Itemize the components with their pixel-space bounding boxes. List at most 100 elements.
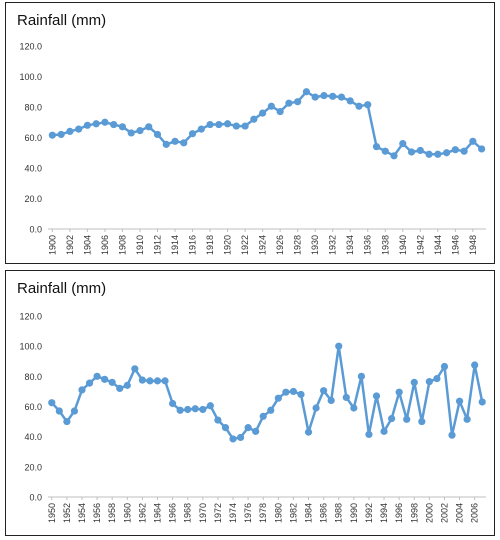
data-point (171, 137, 179, 145)
x-tick-label: 2000 (424, 503, 434, 523)
y-tick-label: 80.0 (24, 372, 42, 382)
x-tick-label: 1944 (433, 235, 443, 255)
x-tick-label: 1918 (205, 235, 215, 255)
data-point (455, 397, 464, 405)
data-point (403, 415, 411, 423)
data-point (199, 405, 207, 414)
data-point (407, 148, 416, 156)
data-point (425, 150, 433, 158)
x-tick-label: 1978 (258, 503, 268, 523)
data-point (206, 120, 214, 129)
data-point (372, 392, 381, 400)
y-tick-label: 120.0 (19, 42, 42, 52)
x-tick-label: 1930 (310, 235, 320, 255)
x-tick-label: 1922 (240, 235, 250, 255)
x-tick-label: 1996 (394, 503, 404, 523)
y-tick-label: 60.0 (24, 402, 42, 412)
y-tick-label: 60.0 (24, 133, 42, 143)
x-tick-label: 1984 (304, 503, 314, 523)
data-point (252, 427, 260, 435)
data-point (118, 123, 127, 131)
chart-2-svg: 0.0 20.0 40.0 60.0 80.0 100.0 120.0 1950 1952 195… (19, 312, 486, 523)
data-point (418, 417, 426, 426)
data-point (289, 387, 298, 396)
data-point (294, 98, 302, 106)
data-point (327, 396, 335, 405)
data-point (276, 107, 284, 116)
data-point (425, 378, 433, 386)
data-point (197, 125, 205, 133)
x-tick-label: 1956 (92, 503, 102, 523)
data-point (460, 147, 468, 155)
data-point (395, 388, 403, 396)
x-tick-label: 1924 (258, 235, 268, 255)
x-tick-label: 1974 (228, 503, 238, 523)
data-point (92, 120, 100, 128)
data-point (145, 123, 153, 131)
x-tick-label: 1900 (47, 235, 57, 255)
data-point (357, 372, 365, 380)
data-point (320, 387, 328, 395)
data-point (229, 435, 237, 443)
data-point (214, 416, 222, 424)
y-tick-label: 0.0 (29, 493, 42, 503)
x-tick-label: 1964 (153, 503, 163, 523)
data-point (215, 120, 223, 129)
series-line (50, 344, 484, 441)
data-point (146, 377, 154, 385)
data-point (85, 379, 94, 387)
data-point (274, 394, 282, 402)
data-point (448, 431, 456, 439)
data-point (250, 115, 258, 123)
data-point (433, 374, 441, 383)
data-point (138, 376, 146, 384)
chart-panel-2: Rainfall (mm) 0.0 20.0 40.0 60.0 80.0 100.0 12… (5, 270, 495, 536)
data-point (342, 393, 350, 402)
data-point (116, 384, 124, 392)
data-point (451, 146, 459, 154)
x-tick-label: 1904 (82, 235, 92, 255)
data-point (48, 131, 56, 139)
data-point (372, 143, 381, 151)
x-tick-label: 1966 (168, 503, 178, 523)
x-tick-label: 1976 (243, 503, 253, 523)
data-point (267, 406, 275, 414)
x-tick-label: 1934 (345, 235, 355, 255)
data-point (381, 147, 389, 155)
x-tick-label: 1906 (100, 235, 110, 255)
data-point (302, 88, 311, 96)
data-point (48, 399, 56, 407)
x-tick-label: 1958 (107, 503, 117, 523)
x-tick-label: 1992 (364, 503, 374, 523)
data-point (110, 120, 118, 129)
data-point (259, 412, 267, 420)
chart-title: Rainfall (mm) (17, 280, 107, 297)
data-point (267, 102, 275, 110)
x-tick-label: 1980 (273, 503, 283, 523)
data-point (123, 381, 131, 389)
y-tick-label: 80.0 (24, 103, 42, 113)
data-point (297, 390, 305, 399)
data-point (364, 101, 372, 109)
data-point (55, 407, 63, 415)
data-point (390, 152, 398, 160)
data-point (304, 428, 313, 436)
data-point (311, 93, 319, 101)
data-point (355, 102, 363, 110)
x-tick-label: 1968 (183, 503, 193, 523)
data-point (75, 125, 83, 133)
x-tick-label: 1952 (62, 503, 72, 523)
data-point (346, 97, 354, 105)
y-tick-label: 20.0 (24, 462, 42, 472)
data-point (57, 130, 65, 139)
data-point (223, 120, 232, 128)
x-tick-label: 1962 (137, 503, 147, 523)
data-point (63, 417, 71, 426)
data-point (380, 427, 388, 435)
data-point (337, 93, 346, 101)
data-point (108, 378, 116, 386)
x-tick-label: 1998 (409, 503, 419, 523)
data-point (101, 118, 109, 126)
x-tick-label: 1972 (213, 503, 223, 523)
x-tick-label: 1940 (398, 235, 408, 255)
